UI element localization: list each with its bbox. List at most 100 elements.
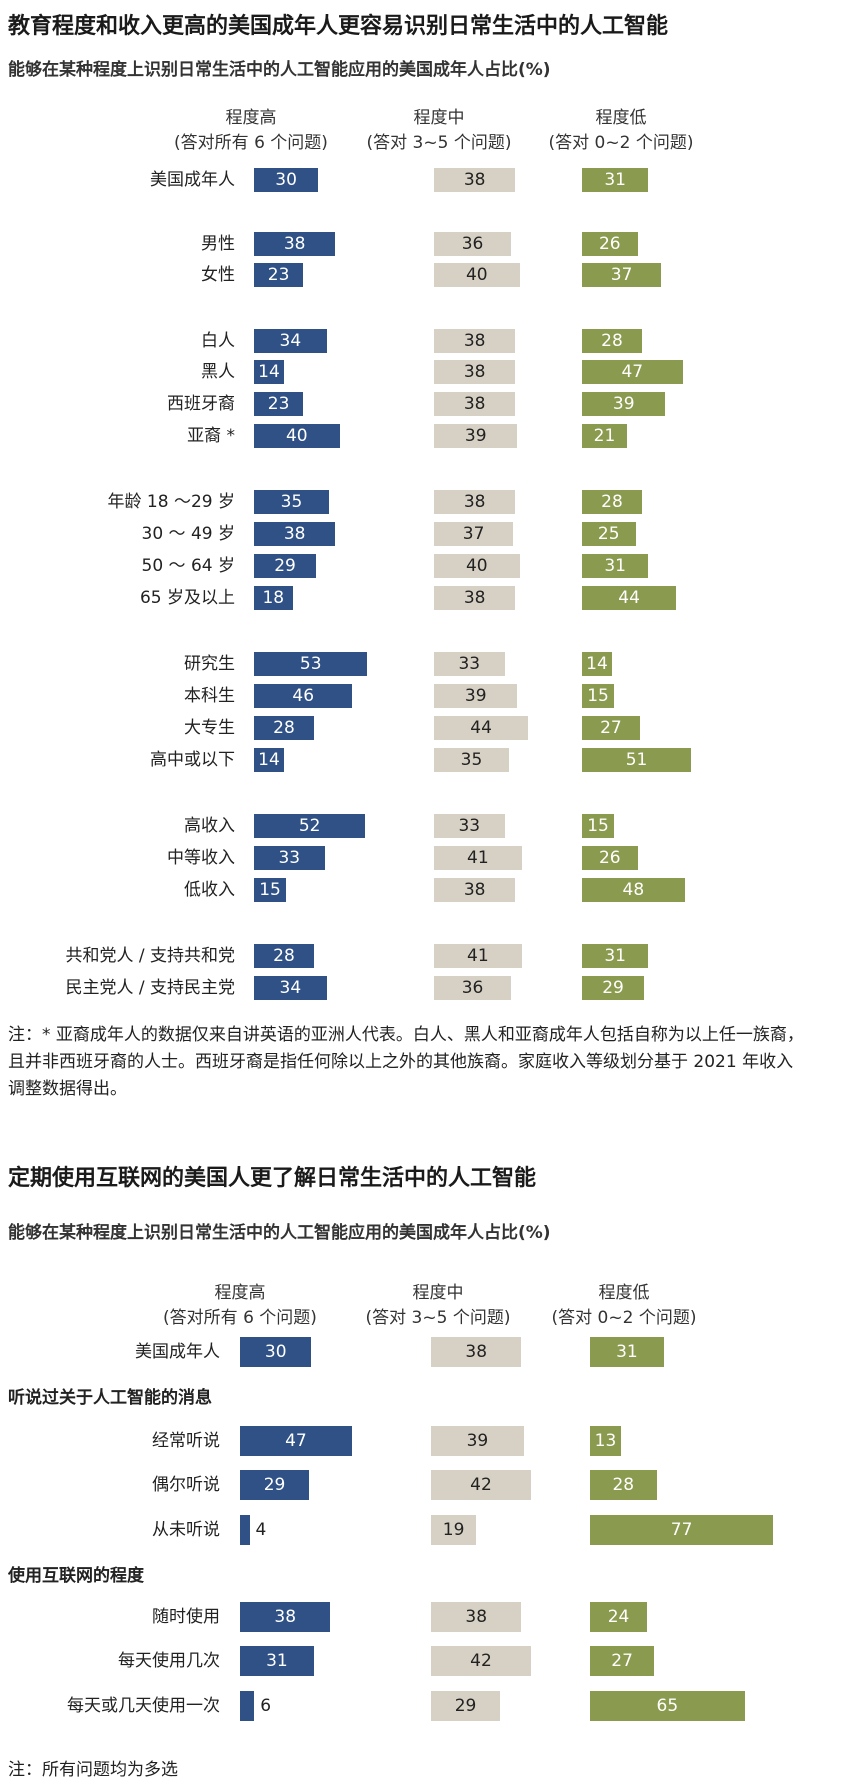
chart1-value-label-high: 46 <box>292 686 315 706</box>
chart2-bar-low <box>590 1470 657 1500</box>
chart1-value-label-mid: 44 <box>470 718 492 738</box>
chart2-value-label-high: 47 <box>285 1431 307 1451</box>
chart1-row-label: 高收入 <box>184 816 235 836</box>
chart2-value-label-high: 30 <box>264 1342 287 1362</box>
chart1-value-label-low: 44 <box>618 588 640 608</box>
chart1-value-label-mid: 38 <box>463 880 486 900</box>
chart1-value-label-mid: 36 <box>461 978 484 998</box>
chart2-bar-low <box>590 1646 655 1676</box>
chart1-bar-low <box>582 684 615 708</box>
chart2-bar-low <box>590 1691 745 1721</box>
chart1-subtitle: 能够在某种程度上识别日常生活中的人工智能应用的美国成年人占比(%) <box>8 60 551 80</box>
chart2-col-mid-name: 程度中 <box>412 1283 464 1303</box>
chart1-value-label-mid: 38 <box>463 362 486 382</box>
chart2-bar-low <box>590 1602 648 1632</box>
chart2-col-high-sub: (答对所有 6 个问题) <box>163 1308 317 1328</box>
chart1-value-label-mid: 36 <box>461 234 484 254</box>
chart1-bar-mid <box>434 554 520 578</box>
chart1-bar-low <box>582 329 642 353</box>
chart1-bar-low <box>582 360 683 384</box>
chart2-value-label-mid: 29 <box>454 1696 477 1716</box>
chart1-value-label-low: 28 <box>601 492 623 512</box>
chart2-col-low-sub: (答对 0~2 个问题) <box>551 1308 697 1328</box>
chart1-bar-high <box>254 814 366 838</box>
chart1-value-label-low: 48 <box>622 880 645 900</box>
chart1-value-label-mid: 39 <box>464 686 487 706</box>
chart1-bar-low <box>582 168 649 192</box>
chart1-bar-high <box>254 684 353 708</box>
chart1-value-label-low: 26 <box>598 848 621 868</box>
chart1-bar-low <box>582 846 638 870</box>
chart2-value-label-high: 29 <box>263 1475 286 1495</box>
chart1-bar-high <box>254 586 293 610</box>
chart1-value-label-mid: 40 <box>465 265 488 285</box>
chart1-value-label-low: 29 <box>602 978 624 998</box>
chart1-bar-mid <box>434 846 522 870</box>
chart1-bar-mid <box>434 329 516 353</box>
chart2-bar-low <box>590 1426 621 1456</box>
chart1-value-label-high: 28 <box>273 946 295 966</box>
chart2-row-label: 偶尔听说 <box>152 1475 220 1495</box>
chart1-col-low-sub: (答对 0~2 个问题) <box>548 133 694 153</box>
chart1-row-label: 美国成年人 <box>150 170 235 190</box>
chart1-bar-mid <box>434 586 516 610</box>
chart2-note: 注：所有问题均为多选 <box>8 1760 178 1780</box>
chart1-bar-mid <box>434 684 518 708</box>
chart1-value-label-low: 51 <box>625 750 648 770</box>
chart1-row-label: 黑人 <box>201 362 235 382</box>
chart2-value-label-low: 28 <box>612 1475 635 1495</box>
chart1-bar-low <box>582 232 638 256</box>
chart1-value-label-mid: 38 <box>463 170 486 190</box>
chart1-value-label-mid: 35 <box>460 750 483 770</box>
chart1-value-label-mid: 33 <box>458 654 481 674</box>
chart1-value-label-mid: 38 <box>463 394 486 414</box>
chart1-value-label-mid: 39 <box>464 426 487 446</box>
chart1-bar-mid <box>434 522 514 546</box>
chart1-bar-low <box>582 878 685 902</box>
chart1-bar-high <box>254 748 284 772</box>
chart2-value-label-high: 31 <box>266 1651 288 1671</box>
chart1-bar-low <box>582 263 662 287</box>
chart1-value-label-mid: 41 <box>467 848 489 868</box>
chart2-bar-high <box>240 1337 312 1367</box>
chart2-value-label-low: 24 <box>607 1607 630 1627</box>
chart1-value-label-high: 38 <box>283 524 306 544</box>
chart1-value-label-high: 34 <box>279 331 302 351</box>
chart1-value-label-high: 34 <box>279 978 302 998</box>
chart1-value-label-mid: 40 <box>465 556 488 576</box>
chart2-row-label: 每天使用几次 <box>118 1651 220 1671</box>
chart1-value-label-high: 40 <box>285 426 308 446</box>
chart1-bar-mid <box>434 814 505 838</box>
chart1-row-label: 50 ～ 64 岁 <box>141 556 235 576</box>
chart2-row-label: 经常听说 <box>152 1431 220 1451</box>
chart2-value-label-mid: 42 <box>470 1475 492 1495</box>
chart2-value-label-high: 6 <box>260 1696 272 1716</box>
chart2-value-label-low: 31 <box>616 1342 638 1362</box>
chart1-bar-mid <box>434 232 512 256</box>
chart1-value-label-low: 31 <box>604 946 626 966</box>
chart1-bar-high <box>254 716 314 740</box>
chart1-bar-mid <box>434 263 520 287</box>
chart1-value-label-mid: 41 <box>467 946 489 966</box>
chart1-bar-low <box>582 814 615 838</box>
chart1-value-label-high: 30 <box>275 170 297 190</box>
chart1-value-label-low: 26 <box>598 234 621 254</box>
chart1-col-mid-name: 程度中 <box>413 108 465 128</box>
chart2-subtitle: 能够在某种程度上识别日常生活中的人工智能应用的美国成年人占比(%) <box>8 1223 551 1243</box>
chart1-value-label-mid: 38 <box>463 492 486 512</box>
chart1-bar-low <box>582 424 627 448</box>
chart1-row-label: 30 ～ 49 岁 <box>141 524 235 544</box>
chart2-bar-mid <box>431 1426 524 1456</box>
chart1-row-label: 女性 <box>201 265 235 285</box>
chart1-value-label-low: 39 <box>612 394 635 414</box>
chart1-row-label: 年龄 18 ～29 岁 <box>107 492 235 512</box>
chart1-bar-high <box>254 522 336 546</box>
chart1-bar-mid <box>434 168 516 192</box>
chart1-bar-mid <box>434 652 505 676</box>
chart1-value-label-high: 52 <box>298 816 321 836</box>
chart1-value-label-high: 35 <box>280 492 303 512</box>
chart1-value-label-high: 38 <box>283 234 306 254</box>
chart1-bar-mid <box>434 490 516 514</box>
chart1-value-label-high: 14 <box>258 362 280 382</box>
